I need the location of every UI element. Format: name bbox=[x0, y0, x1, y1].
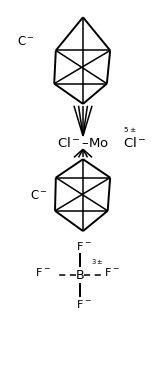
Text: F$^-$: F$^-$ bbox=[104, 266, 119, 278]
Text: F$^-$: F$^-$ bbox=[76, 240, 92, 252]
Text: Cl$^-$–Mo: Cl$^-$–Mo bbox=[57, 136, 109, 149]
Text: $^{3\pm}$: $^{3\pm}$ bbox=[91, 259, 104, 269]
Text: Cl$^-$: Cl$^-$ bbox=[123, 136, 147, 149]
Text: $^{5\pm}$: $^{5\pm}$ bbox=[123, 127, 137, 137]
Text: F$^-$: F$^-$ bbox=[35, 266, 51, 278]
Text: C$^-$: C$^-$ bbox=[30, 189, 47, 202]
Text: C$^-$: C$^-$ bbox=[17, 35, 35, 48]
Text: B: B bbox=[75, 269, 84, 282]
Text: F$^-$: F$^-$ bbox=[76, 298, 92, 310]
